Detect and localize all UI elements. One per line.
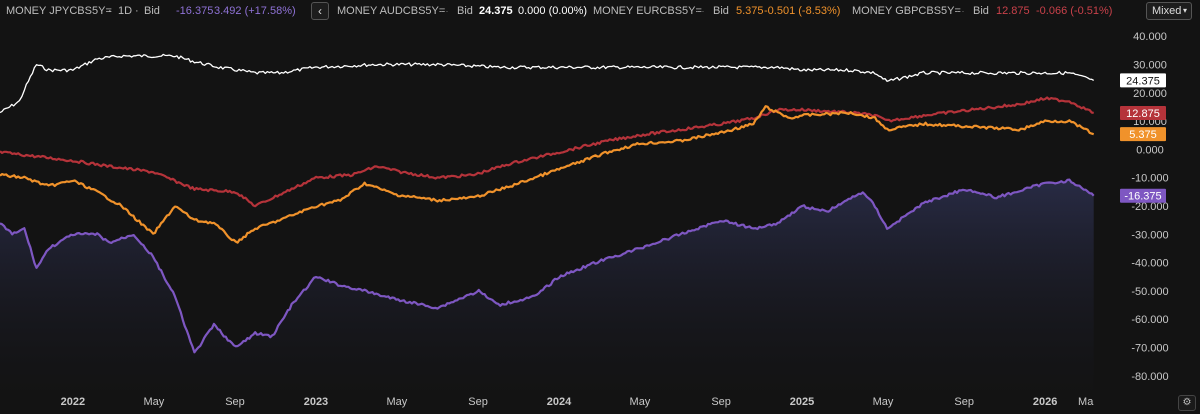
last-value-label-jpy: -16.375 <box>1124 191 1161 203</box>
series-area-jpy <box>0 179 1094 390</box>
x-tick-label: May <box>873 396 894 408</box>
legend-dots: · · <box>696 6 705 16</box>
legend-ticker-gbp: MONEY GBPCBS5Y= <box>852 5 961 17</box>
last-value-label-eur: 5.375 <box>1129 129 1157 141</box>
last-value-tag-eur <box>1120 127 1166 142</box>
legend-field-aud: Bid <box>457 5 473 17</box>
legend-value-eur: 5.375 <box>736 5 764 17</box>
x-tick-label: Sep <box>225 396 245 408</box>
chevron-left-icon: ‹ <box>318 4 322 18</box>
y-tick-label: 0.000 <box>1136 144 1164 156</box>
chevron-down-icon: ▾ <box>1182 6 1187 15</box>
last-value-tag-gbp <box>1120 105 1166 120</box>
legend-interval-jpy[interactable]: 1D <box>118 5 133 17</box>
series-line-eur <box>0 105 1095 244</box>
y-tick-label: 20.000 <box>1133 88 1167 100</box>
legend-value-aud: 24.375 <box>479 5 513 17</box>
legend-field-gbp: Bid <box>973 5 989 17</box>
x-tick-label: 2022 <box>61 396 85 408</box>
legend-dots: · · <box>440 6 449 16</box>
x-tick-label: 2025 <box>790 396 814 408</box>
x-tick-label: Sep <box>954 396 974 408</box>
legend-field-jpy: Bid <box>144 5 160 17</box>
legend-ticker-aud: MONEY AUDCBS5Y= <box>337 5 446 17</box>
y-tick-label: -40.000 <box>1131 258 1168 270</box>
scale-mode-value: Mixed <box>1152 5 1182 17</box>
y-tick-label: -60.000 <box>1131 314 1168 326</box>
x-tick-label: May <box>386 396 407 408</box>
chart-settings-button[interactable]: ⚙ <box>1178 395 1196 411</box>
legend-ticker-eur: MONEY EURCBS5Y= <box>593 5 702 17</box>
legend-sep: · <box>108 5 112 17</box>
y-tick-label: -20.000 <box>1131 201 1168 213</box>
legend-dots: · · <box>956 6 965 16</box>
legend-change-gbp: -0.066 (-0.51%) <box>1036 5 1113 17</box>
y-tick-label: -10.000 <box>1131 173 1168 185</box>
y-tick-label: -70.000 <box>1131 343 1168 355</box>
legend-ticker-jpy: MONEY JPYCBS5Y= <box>6 5 112 17</box>
x-tick-label: Ma <box>1078 396 1094 408</box>
legend-field-eur: Bid <box>713 5 729 17</box>
x-tick-label: 2026 <box>1033 396 1057 408</box>
y-tick-label: 40.000 <box>1133 31 1167 43</box>
gear-icon: ⚙ <box>1182 397 1192 408</box>
last-value-tag-jpy <box>1120 188 1166 203</box>
legend-value-jpy: -16.375 <box>176 5 214 17</box>
series-line-aud <box>0 53 1095 114</box>
series-line-jpy <box>0 178 1095 354</box>
last-value-label-aud: 24.375 <box>1126 75 1160 87</box>
legend-change-eur: -0.501 (-8.53%) <box>764 5 841 17</box>
legend-value-gbp: 12.875 <box>996 5 1030 17</box>
legend-sep: · <box>135 5 139 17</box>
series-line-gbp <box>0 96 1094 208</box>
legend-change-aud: 0.000 (0.00%) <box>518 5 588 17</box>
y-tick-label: -50.000 <box>1131 286 1168 298</box>
y-tick-label: -30.000 <box>1131 229 1168 241</box>
last-value-label-gbp: 12.875 <box>1126 108 1160 120</box>
y-tick-label: -80.000 <box>1131 371 1168 383</box>
x-tick-label: 2024 <box>547 396 572 408</box>
x-tick-label: Sep <box>711 396 731 408</box>
legend-change-jpy: 3.492 (+17.58%) <box>214 5 296 17</box>
x-tick-label: Sep <box>468 396 488 408</box>
last-value-tag-aud <box>1120 73 1166 88</box>
x-tick-label: May <box>143 396 164 408</box>
x-tick-label: 2023 <box>304 396 328 408</box>
x-tick-label: May <box>630 396 651 408</box>
y-tick-label: 30.000 <box>1133 59 1167 71</box>
legend-bar: MONEY JPYCBS5Y= · 1D · Bid -16.375 3.492… <box>0 0 1200 22</box>
collapse-legend-button[interactable]: ‹ <box>311 2 329 20</box>
scale-mode-select[interactable]: Mixed ▾ <box>1146 2 1192 20</box>
